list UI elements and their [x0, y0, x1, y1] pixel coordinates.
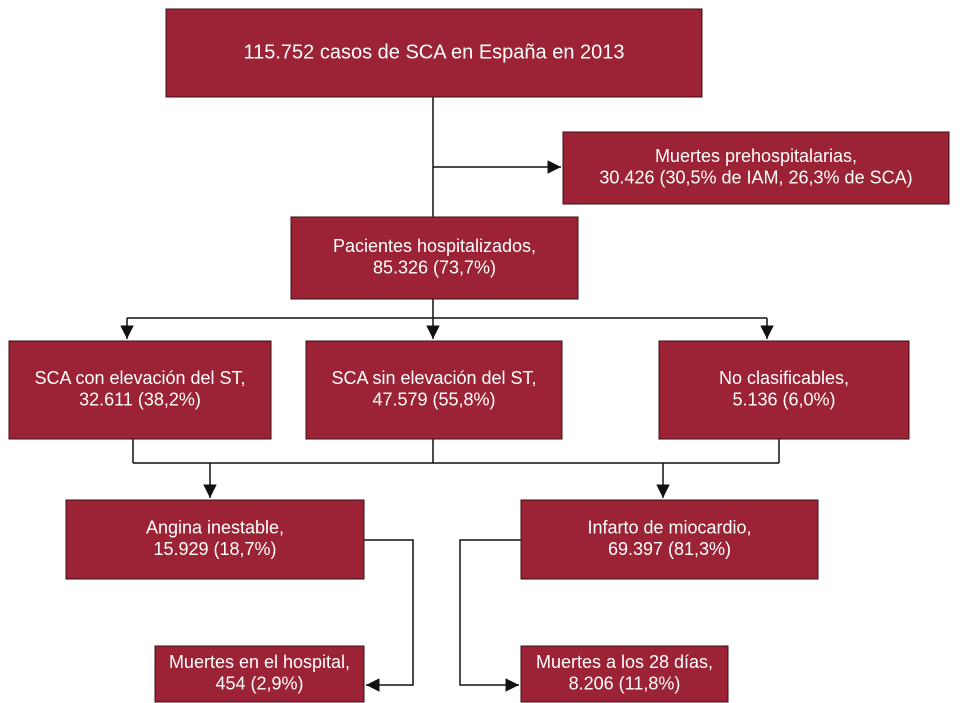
- node-box: [154, 645, 365, 703]
- node-box: [520, 645, 729, 703]
- node-label: 32.611 (38,2%): [79, 390, 201, 410]
- node-label: Muertes en el hospital,: [169, 652, 350, 672]
- node-box: [520, 499, 819, 580]
- node-label: 47.579 (55,8%): [372, 390, 495, 410]
- node-label: 8.206 (11,8%): [569, 674, 681, 694]
- connector: [459, 539, 521, 692]
- connector: [364, 539, 414, 692]
- connector: [127, 299, 767, 319]
- node-box: [562, 131, 950, 205]
- node: 115.752 casos de SCA en España en 2013: [165, 8, 703, 98]
- node-label: Infarto de miocardio,: [587, 517, 751, 537]
- node-label: Muertes prehospitalarias,: [655, 146, 857, 166]
- nodes: 115.752 casos de SCA en España en 2013 Mu…: [8, 8, 950, 703]
- node: SCA con elevación del ST,32.611 (38,2%): [8, 340, 272, 440]
- node-box: [658, 340, 910, 440]
- node-label: 69.397 (81,3%): [608, 539, 731, 559]
- node: No clasificables,5.136 (6,0%): [658, 340, 910, 440]
- node-box: [8, 340, 272, 440]
- node-box: [65, 499, 365, 580]
- node: Muertes en el hospital,454 (2,9%): [154, 645, 365, 703]
- node: Infarto de miocardio,69.397 (81,3%): [520, 499, 819, 580]
- node: SCA sin elevación del ST,47.579 (55,8%): [305, 340, 563, 440]
- node-label: Angina inestable,: [146, 517, 284, 537]
- node: Angina inestable,15.929 (18,7%): [65, 499, 365, 580]
- node: Pacientes hospitalizados,85.326 (73,7%): [290, 216, 579, 300]
- node-label: 454 (2,9%): [215, 674, 303, 694]
- node-label: 85.326 (73,7%): [373, 258, 496, 278]
- node-label: Muertes a los 28 días,: [536, 652, 713, 672]
- node-label: 115.752 casos de SCA en España en 2013: [243, 41, 624, 63]
- connectors: [120, 97, 780, 692]
- node-box: [165, 8, 703, 98]
- node: Muertes a los 28 días,8.206 (11,8%): [520, 645, 729, 703]
- node-label: Pacientes hospitalizados,: [333, 236, 536, 256]
- node-label: 5.136 (6,0%): [732, 390, 835, 410]
- node-label: 30.426 (30,5% de IAM, 26,3% de SCA): [599, 168, 912, 188]
- node-label: 15.929 (18,7%): [153, 539, 276, 559]
- node-label: SCA con elevación del ST,: [34, 368, 245, 388]
- connector: [132, 439, 780, 464]
- node-label: SCA sin elevación del ST,: [331, 368, 536, 388]
- node: Muertes prehospitalarias,30.426 (30,5% d…: [562, 131, 950, 205]
- node-box: [290, 216, 579, 300]
- node-label: No clasificables,: [719, 368, 849, 388]
- node-box: [305, 340, 563, 440]
